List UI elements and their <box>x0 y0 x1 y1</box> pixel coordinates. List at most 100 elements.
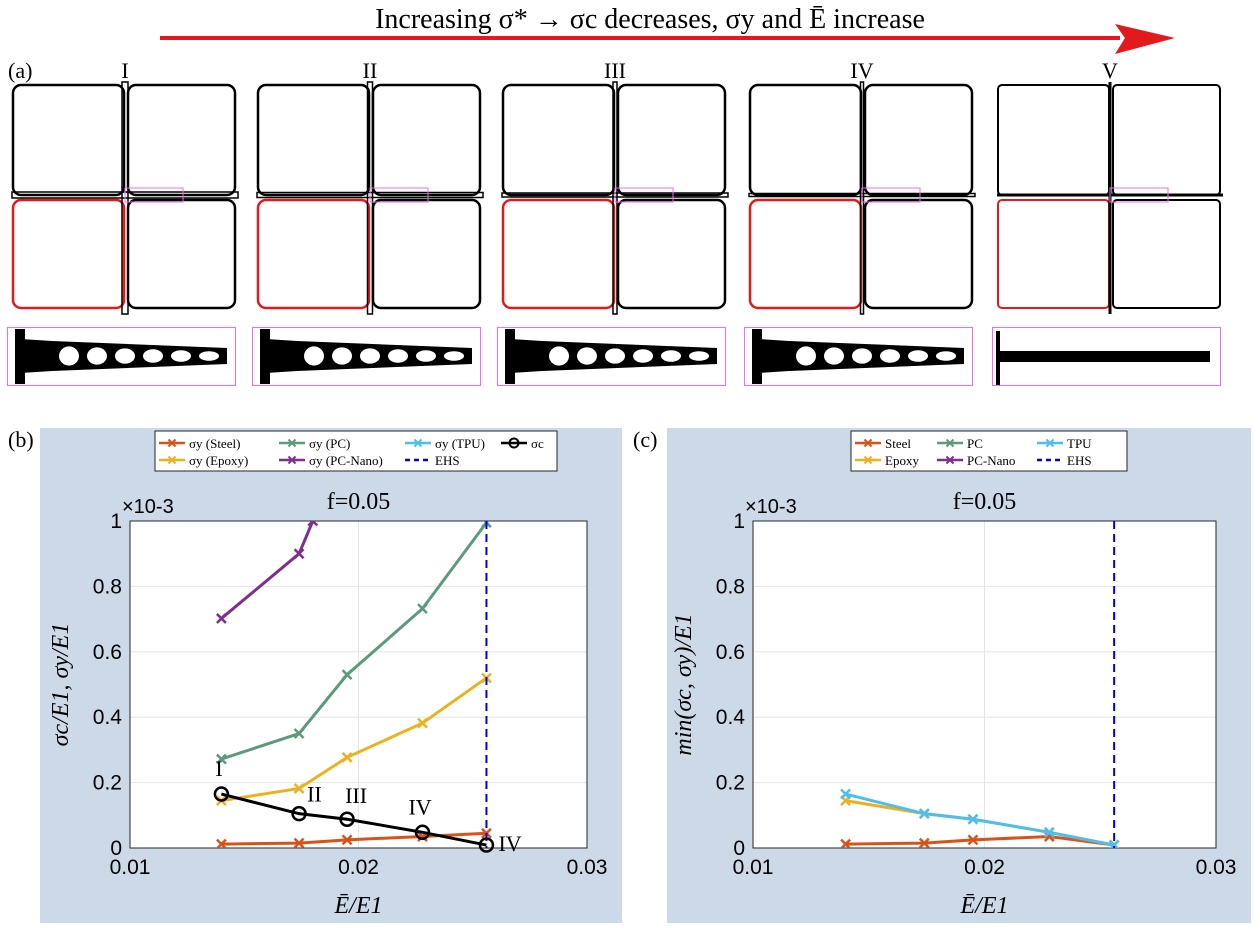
unit-cell <box>126 198 237 310</box>
unit-cell <box>11 198 126 310</box>
legend-marker <box>945 455 955 465</box>
legend-label: σc <box>531 436 544 451</box>
inset-void <box>936 351 956 361</box>
y-tick-label: 0 <box>110 837 122 860</box>
structure-label: V <box>1102 58 1118 83</box>
inset-void <box>577 347 597 365</box>
data-point <box>216 753 227 765</box>
unit-cell <box>501 83 616 197</box>
legend-marker <box>863 455 873 465</box>
plot-frame <box>752 520 1217 849</box>
vertical-strut <box>612 81 618 315</box>
legend-box <box>154 430 558 472</box>
legend-marker <box>287 438 297 448</box>
inset-void <box>115 348 135 364</box>
point-annotation: I <box>215 756 222 781</box>
legend-marker <box>287 455 297 465</box>
inset-void <box>796 346 816 366</box>
inset-void <box>360 348 380 364</box>
series-layer <box>840 788 1120 848</box>
panel-tag: (b) <box>8 427 34 452</box>
data-point <box>293 728 305 739</box>
panel-tag: (c) <box>633 427 657 452</box>
inset-void <box>199 351 219 361</box>
inset-void <box>633 349 653 363</box>
data-point <box>213 786 230 802</box>
legend-label: PC <box>967 436 983 451</box>
data-point <box>341 752 353 763</box>
plot-frame <box>129 520 588 849</box>
inset-beam <box>998 351 1210 362</box>
zoom-inset <box>252 327 481 386</box>
unit-cell <box>501 198 616 310</box>
inset-void <box>304 346 324 366</box>
x-axis-label: Ē/E1 <box>960 893 1009 919</box>
zoom-inset <box>744 327 973 386</box>
series-line <box>221 792 487 847</box>
inset-strut <box>752 329 762 384</box>
unit-cell <box>997 199 1110 309</box>
data-point <box>307 521 319 527</box>
y-tick-label: 0 <box>733 837 745 860</box>
legend-label: σy (TPU) <box>435 436 485 451</box>
unit-cell <box>748 198 863 310</box>
inset-void <box>852 348 872 364</box>
unit-cell <box>1112 199 1221 309</box>
y-tick-label: 0.8 <box>93 575 122 598</box>
point-annotation: IV <box>408 794 431 819</box>
data-point <box>341 669 353 681</box>
lattice-structure <box>501 81 729 315</box>
data-point <box>216 613 227 624</box>
inset-strut <box>260 329 270 384</box>
panel-a-tag: (a) <box>8 58 33 83</box>
data-point <box>339 811 355 827</box>
y-tick-label: 0.2 <box>93 772 122 795</box>
legend-label: PC-Nano <box>967 453 1015 468</box>
inset-void <box>880 349 900 363</box>
y-axis-label: min(σc, σy)/E1 <box>671 613 697 755</box>
legend-box <box>850 430 1128 472</box>
structure-label: IV <box>850 58 874 83</box>
unit-cell <box>256 83 371 197</box>
unit-cell <box>1112 84 1221 196</box>
inset-void <box>549 346 569 366</box>
legend-marker <box>167 455 177 465</box>
unit-cell <box>256 198 371 310</box>
lattice-structure <box>11 81 239 315</box>
inset-void <box>444 351 464 361</box>
y-multiplier: ×10-3 <box>745 496 797 518</box>
zoom-region-box <box>369 187 429 203</box>
legend-marker <box>413 438 423 448</box>
unit-cell <box>997 84 1110 196</box>
inset-strut <box>505 329 515 384</box>
unit-cell <box>863 83 974 197</box>
y-tick-label: 0.4 <box>93 706 123 729</box>
data-point <box>293 783 305 794</box>
inset-void <box>605 348 625 364</box>
structure-label: I <box>121 58 129 83</box>
chart-b: (b) 0 0.2 0.4 0.6 0.8 1 0.01 0.02 0.03 ×10-3 f=0.05… <box>0 425 625 923</box>
data-point <box>967 813 979 825</box>
data-point <box>417 603 428 615</box>
chart-svg: (b) 0 0.2 0.4 0.6 0.8 1 0.01 0.02 0.03 ×10-3 f=0.05… <box>8 427 622 923</box>
y-tick-label: 0.6 <box>93 641 122 664</box>
unit-cell <box>11 83 126 197</box>
data-point <box>840 788 851 800</box>
zoom-inset <box>497 327 726 386</box>
data-point <box>967 834 979 846</box>
inset-void <box>171 350 191 362</box>
structure-label: II <box>362 58 378 83</box>
point-annotation: IV <box>498 831 521 856</box>
y-tick-label: 0.6 <box>716 641 745 664</box>
chart-title: f=0.05 <box>327 489 391 515</box>
legend-label: σy (PC-Nano) <box>309 453 383 468</box>
y-tick-label: 1 <box>733 510 745 533</box>
chart-title: f=0.05 <box>953 489 1017 515</box>
legend-label: Steel <box>885 436 911 451</box>
legend-label: EHS <box>1067 453 1092 468</box>
unit-cell <box>616 83 727 197</box>
legend-label: σy (Steel) <box>189 436 240 451</box>
data-point <box>478 837 495 853</box>
series-layer <box>216 521 492 848</box>
x-tick-label: 0.01 <box>110 856 151 879</box>
